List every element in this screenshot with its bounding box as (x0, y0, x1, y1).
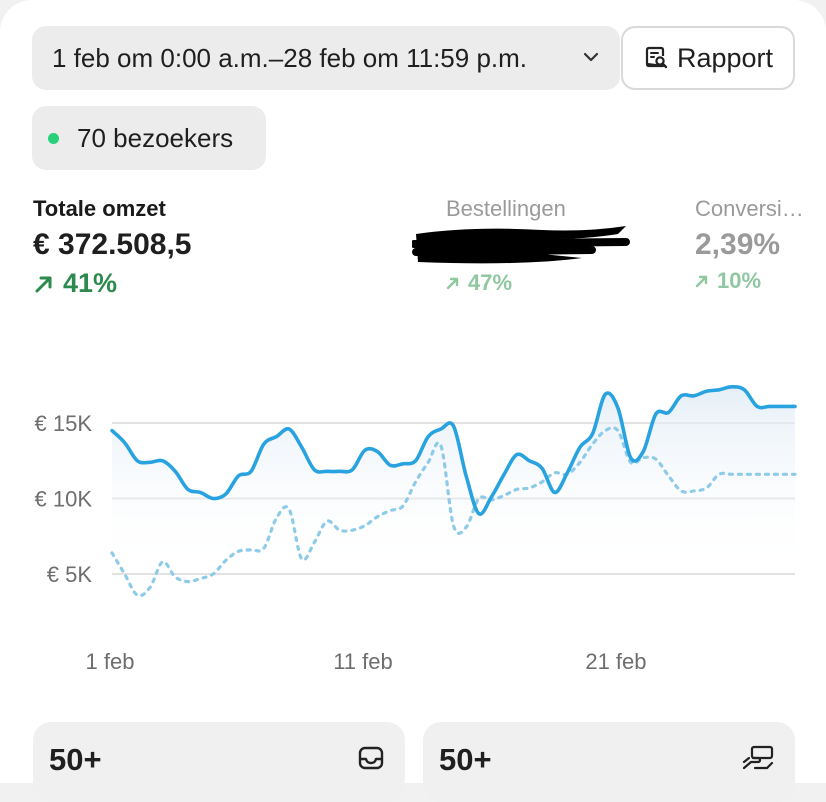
y-tick-label: € 5K (47, 562, 93, 587)
visitors-label: 70 bezoekers (77, 122, 234, 153)
arrow-up-right-icon (446, 277, 459, 290)
report-icon (645, 46, 668, 69)
chevron-down-icon (583, 52, 599, 62)
metric-change: 10% (695, 268, 804, 294)
date-range-label: 1 feb om 0:00 a.m.–28 feb om 11:59 p.m. (52, 42, 528, 73)
metric-total-revenue[interactable]: Totale omzet € 372.508,5 41% (33, 196, 191, 299)
metric-change-value: 41% (63, 268, 118, 298)
metric-value: 2,39% (695, 228, 781, 261)
metric-change: 47% (446, 270, 566, 296)
metric-label: Totale omzet (33, 196, 166, 221)
x-tick-label: 1 feb (86, 649, 135, 674)
metric-conversion[interactable]: Conversi… 2,39% 10% (695, 196, 804, 294)
metric-value: € 372.508,5 (33, 228, 192, 261)
metric-orders[interactable]: Bestellingen 47% (446, 196, 566, 296)
series-line-current (110, 384, 797, 516)
x-tick-label: 21 feb (585, 649, 646, 674)
arrow-up-right-icon (35, 276, 52, 292)
stat-tile-inbox[interactable]: 50+ (33, 722, 405, 802)
live-status-dot (48, 132, 59, 144)
date-range-picker[interactable]: 1 feb om 0:00 a.m.–28 feb om 11:59 p.m. (32, 26, 620, 90)
inbox-icon (358, 746, 384, 770)
metric-change-value: 47% (468, 270, 513, 295)
tile-value: 50+ (439, 742, 492, 777)
series-area-current (112, 386, 795, 574)
x-tick-label: 11 feb (333, 649, 393, 674)
report-button[interactable]: Rapport (621, 26, 795, 90)
series-line-previous (110, 426, 797, 598)
stat-tile-payments[interactable]: 50+ (423, 722, 795, 802)
metric-change: 41% (33, 268, 191, 299)
tile-value: 50+ (49, 742, 102, 777)
y-tick-label: € 15K (35, 411, 93, 436)
metric-change-value: 10% (717, 268, 762, 293)
revenue-line-chart: € 5K € 10K € 15K 1 feb 11 feb 21 feb (35, 384, 797, 674)
metric-label: Conversi… (695, 196, 804, 221)
arrow-up-right-icon (695, 275, 708, 288)
visitors-badge[interactable]: 70 bezoekers (32, 106, 266, 170)
redaction-scribble (412, 226, 630, 264)
metric-label: Bestellingen (446, 196, 566, 221)
hand-cash-icon (742, 745, 774, 770)
report-button-label: Rapport (676, 42, 774, 73)
dashboard-card: 1 feb om 0:00 a.m.–28 feb om 11:59 p.m. … (0, 0, 826, 783)
y-tick-label: € 10K (35, 487, 93, 512)
